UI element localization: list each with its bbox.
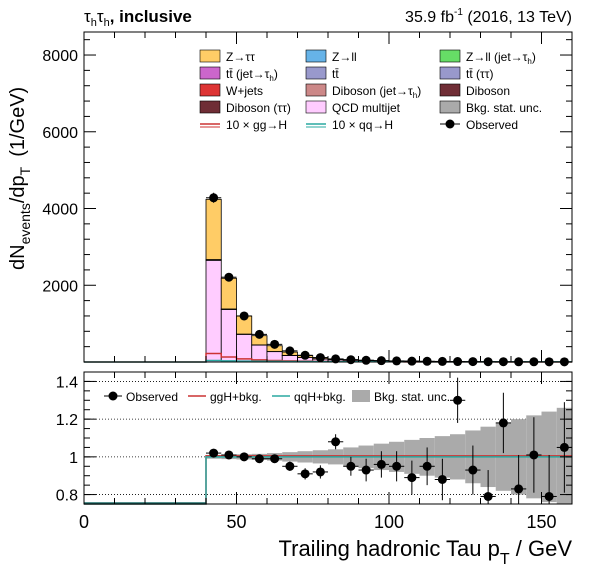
ratio-legend-swatch-3 — [352, 390, 370, 402]
ratio-observed-point-19 — [498, 418, 508, 428]
ratio-ytick-label-2: 1.2 — [56, 412, 78, 429]
ratio-xtick-label-3: 150 — [526, 512, 556, 532]
stack-bar-qcd-multijet-1 — [220, 309, 237, 363]
main-ytick-label-0: 2000 — [42, 278, 78, 295]
observed-point-4 — [270, 339, 280, 349]
observed-point-2 — [239, 311, 249, 321]
legend-label-11: Bkg. stat. unc. — [466, 101, 542, 115]
ratio-observed-point-18 — [483, 491, 493, 501]
observed-point-10 — [361, 355, 371, 365]
observed-point-0 — [209, 193, 219, 203]
legend-swatch-4 — [305, 66, 327, 80]
legend-label-14: Observed — [466, 118, 518, 132]
main-y-axis-label: dNevents/dpT(1/GeV) — [7, 87, 33, 270]
legend-swatch-1 — [305, 49, 327, 63]
main-ytick-label-1: 4000 — [42, 202, 78, 219]
legend-label-10: QCD multijet — [332, 101, 401, 115]
observed-point-3 — [254, 329, 264, 339]
ratio-ytick-label-1: 1 — [69, 450, 78, 467]
legend-label-1: Z→ll — [332, 50, 357, 64]
observed-point-1 — [224, 272, 234, 282]
x-axis-label: Trailing hadronic Tau pT / GeV — [279, 536, 573, 568]
ratio-observed-point-11 — [376, 459, 386, 469]
ratio-observed-point-8 — [331, 437, 341, 447]
legend-label-5: tt̄ (ττ) — [466, 67, 493, 81]
ratio-observed-point-4 — [270, 454, 280, 464]
ratio-observed-point-10 — [361, 465, 371, 475]
legend-label-4: tt̄ — [332, 67, 339, 81]
observed-point-6 — [300, 350, 310, 360]
ratio-legend-marker-0 — [108, 391, 118, 401]
ratio-observed-point-6 — [300, 469, 310, 479]
legend-label-6: W+jets — [226, 84, 263, 98]
legend-label-2: Z→ll (jet→τh) — [466, 50, 536, 66]
ratio-observed-point-5 — [285, 461, 295, 471]
ratio-observed-point-3 — [254, 454, 264, 464]
ratio-observed-point-21 — [529, 450, 539, 460]
stack-bar-z--1 — [220, 277, 237, 310]
ratio-legend-label-1: ggH+bkg. — [210, 390, 262, 404]
ratio-ytick-label-3: 1.4 — [56, 374, 78, 391]
legend-swatch-10 — [305, 100, 327, 114]
main-frame — [83, 31, 573, 363]
channel-label: τhτh, inclusive — [84, 7, 192, 29]
ratio-plot-panel: 0.8 1 1.2 1.4 0 50 100 150 Observed ggH+bkg. qqH+… — [56, 371, 573, 532]
ratio-observed-point-17 — [468, 465, 478, 475]
ratio-observed-point-13 — [407, 473, 417, 483]
observed-point-12 — [392, 356, 402, 366]
legend-label-0: Z→ττ — [226, 50, 255, 64]
legend-label-13: 10 × qq→H — [332, 118, 393, 132]
ratio-observed-point-22 — [544, 491, 554, 501]
observed-point-11 — [376, 356, 386, 366]
main-ytick-label-3: 8000 — [42, 48, 78, 65]
ratio-xtick-label-2: 100 — [374, 512, 404, 532]
legend-swatch-0 — [199, 49, 221, 63]
ratio-observed-point-20 — [514, 484, 524, 494]
ratio-legend-label-2: qqH+bkg. — [294, 390, 346, 404]
ratio-xtick-label-1: 50 — [226, 512, 246, 532]
observed-point-7 — [315, 353, 325, 363]
ratio-observed-point-23 — [559, 442, 569, 452]
legend-label-3: tt̄ (jet→τh) — [226, 67, 278, 83]
legend-marker-14 — [445, 119, 455, 129]
stack-bar-qcd-multijet-0 — [205, 259, 222, 363]
ratio-ytick-label-0: 0.8 — [56, 488, 78, 505]
ratio-observed-point-14 — [422, 461, 432, 471]
legend-swatch-6 — [199, 83, 221, 97]
legend-swatch-2 — [439, 49, 461, 63]
legend-swatch-11 — [439, 100, 461, 114]
legend-swatch-3 — [199, 66, 221, 80]
ratio-observed-point-1 — [224, 450, 234, 460]
legend-label-9: Diboson (ττ) — [226, 101, 291, 115]
observed-point-14 — [422, 356, 432, 366]
observed-point-8 — [331, 354, 341, 364]
main-ytick-label-2: 6000 — [42, 125, 78, 142]
ratio-observed-point-16 — [453, 395, 463, 405]
ratio-legend-label-0: Observed — [126, 390, 178, 404]
ratio-observed-point-15 — [437, 474, 447, 484]
observed-point-5 — [285, 346, 295, 356]
observed-point-9 — [346, 355, 356, 365]
legend-swatch-5 — [439, 66, 461, 80]
observed-point-13 — [407, 356, 417, 366]
lumi-label: 35.9 fb-1 (2016, 13 TeV) — [405, 7, 572, 26]
stack-bar-qcd-multijet-2 — [236, 333, 253, 363]
observed-point-15 — [437, 356, 447, 366]
stack-bar-z--0 — [205, 198, 222, 260]
ratio-observed-point-7 — [315, 467, 325, 477]
ratio-xtick-label-0: 0 — [79, 512, 89, 532]
ratio-observed-point-12 — [392, 461, 402, 471]
legend-label-12: 10 × gg→H — [226, 118, 287, 132]
ratio-observed-point-2 — [239, 452, 249, 462]
legend-swatch-9 — [199, 100, 221, 114]
legend-swatch-8 — [439, 83, 461, 97]
ratio-legend-label-3: Bkg. stat. unc. — [374, 390, 450, 404]
legend-label-8: Diboson — [466, 84, 510, 98]
ratio-observed-point-9 — [346, 461, 356, 471]
ratio-observed-point-0 — [209, 448, 219, 458]
legend-swatch-7 — [305, 83, 327, 97]
legend-label-7: Diboson (jet→τh) — [332, 84, 421, 100]
